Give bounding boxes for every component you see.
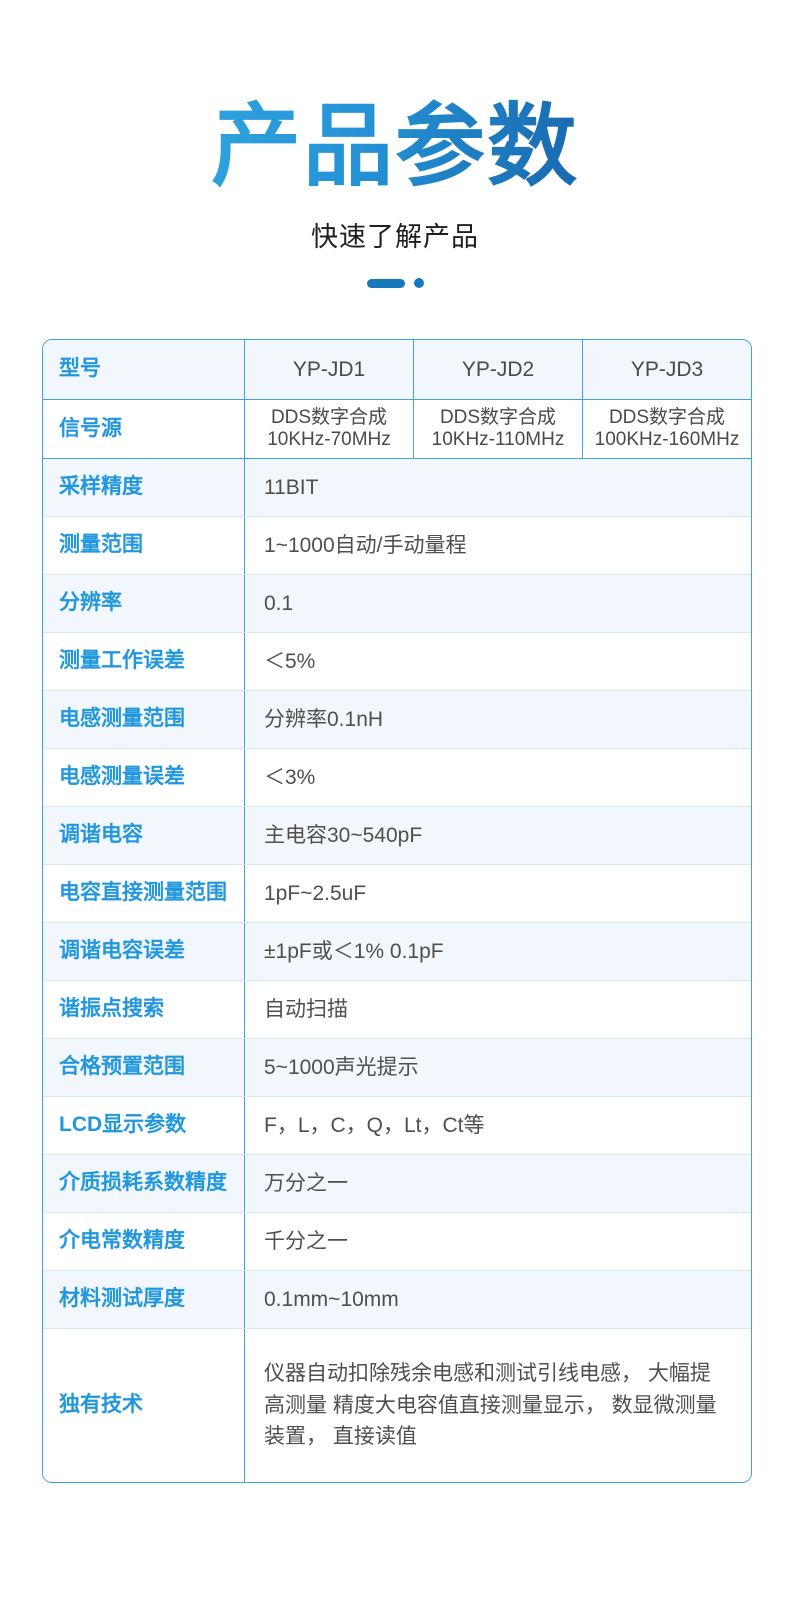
spec-value: 千分之一 (264, 1229, 348, 1253)
spec-label: 测量工作误差 (43, 633, 245, 690)
divider-dash-icon (366, 278, 405, 288)
spec-value: 仪器自动扣除残余电感和测试引线电感， 大幅提高测量 精度大电容值直接测量显示， … (264, 1362, 717, 1449)
table-row-inductance-error: 电感测量误差 ＜3% (43, 748, 751, 806)
spec-label: LCD显示参数 (43, 1097, 245, 1154)
model-name-1: YP-JD1 (245, 340, 414, 399)
signal-cell-1-line2: 10KHz-70MHz (267, 429, 391, 450)
table-row-dielectric-loss-precision: 介质损耗系数精度 万分之一 (43, 1154, 751, 1212)
signal-cell-2-line1: DDS数字合成 (439, 407, 557, 428)
spec-label: 分辨率 (43, 575, 245, 632)
spec-label: 独有技术 (43, 1329, 245, 1482)
model-name-2: YP-JD2 (414, 340, 583, 399)
spec-label: 电容直接测量范围 (43, 865, 245, 922)
spec-value: ＜3% (264, 765, 316, 789)
table-row-preset-range: 合格预置范围 5~1000声光提示 (43, 1038, 751, 1096)
spec-value: 11BIT (264, 475, 319, 499)
table-row-dielectric-constant-precision: 介电常数精度 千分之一 (43, 1212, 751, 1270)
spec-value: 万分之一 (264, 1171, 348, 1195)
table-row-inductance-range: 电感测量范围 分辨率0.1nH (43, 690, 751, 748)
spec-label: 采样精度 (43, 459, 245, 516)
spec-value: F，L，C，Q，Lt，Ct等 (264, 1113, 485, 1137)
spec-label-model: 型号 (43, 340, 245, 399)
spec-value: 0.1mm~10mm (264, 1287, 399, 1311)
signal-cell-3-line2: 100KHz-160MHz (594, 429, 740, 450)
spec-label: 调谐电容 (43, 807, 245, 864)
spec-value: 分辨率0.1nH (264, 707, 384, 731)
spec-value: 1~1000自动/手动量程 (264, 533, 467, 557)
table-row-material-thickness: 材料测试厚度 0.1mm~10mm (43, 1270, 751, 1328)
spec-label-signal: 信号源 (43, 400, 245, 458)
spec-value: 1pF~2.5uF (264, 881, 367, 905)
table-row-working-error: 测量工作误差 ＜5% (43, 632, 751, 690)
spec-value: 0.1 (264, 591, 294, 615)
table-row-lcd-parameters: LCD显示参数 F，L，C，Q，Lt，Ct等 (43, 1096, 751, 1154)
spec-table: 型号 YP-JD1 YP-JD2 YP-JD3 信号源 DDS数字合成 10KH… (42, 339, 752, 1483)
spec-label: 调谐电容误差 (43, 923, 245, 980)
spec-label: 介电常数精度 (43, 1213, 245, 1270)
signal-cell-2: DDS数字合成 10KHz-110MHz (414, 400, 583, 458)
spec-label: 谐振点搜索 (43, 981, 245, 1038)
spec-value: ＜5% (264, 649, 316, 673)
spec-value: 主电容30~540pF (264, 823, 423, 847)
signal-cell-2-line2: 10KHz-110MHz (431, 429, 565, 450)
signal-cell-3: DDS数字合成 100KHz-160MHz (583, 400, 751, 458)
spec-value: 自动扫描 (264, 997, 348, 1021)
table-row-unique-technology: 独有技术 仪器自动扣除残余电感和测试引线电感， 大幅提高测量 精度大电容值直接测… (43, 1328, 751, 1482)
spec-label: 测量范围 (43, 517, 245, 574)
table-row-tuning-capacitor-error: 调谐电容误差 ±1pF或＜1% 0.1pF (43, 922, 751, 980)
table-row-resonance-search: 谐振点搜索 自动扫描 (43, 980, 751, 1038)
spec-label: 合格预置范围 (43, 1039, 245, 1096)
spec-value: 5~1000声光提示 (264, 1055, 419, 1079)
table-row-resolution: 分辨率 0.1 (43, 574, 751, 632)
signal-cell-1: DDS数字合成 10KHz-70MHz (245, 400, 414, 458)
page-subtitle: 快速了解产品 (311, 222, 479, 252)
signal-cell-3-line1: DDS数字合成 (608, 407, 726, 428)
spec-label: 电感测量误差 (43, 749, 245, 806)
table-row-signal-source: 信号源 DDS数字合成 10KHz-70MHz DDS数字合成 10KHz-11… (43, 399, 751, 458)
divider-dot-icon (413, 278, 424, 288)
spec-value: ±1pF或＜1% 0.1pF (264, 939, 444, 963)
title-divider (0, 278, 790, 288)
signal-cell-1-line1: DDS数字合成 (270, 407, 388, 428)
hero-section: 产品参数 快速了解产品 (0, 0, 790, 288)
spec-label: 材料测试厚度 (43, 1271, 245, 1328)
table-row-model: 型号 YP-JD1 YP-JD2 YP-JD3 (43, 340, 751, 399)
table-row-sampling-precision: 采样精度 11BIT (43, 458, 751, 516)
spec-label: 介质损耗系数精度 (43, 1155, 245, 1212)
table-row-tuning-capacitor: 调谐电容 主电容30~540pF (43, 806, 751, 864)
model-name-3: YP-JD3 (630, 357, 704, 381)
spec-label: 电感测量范围 (43, 691, 245, 748)
table-row-measure-range: 测量范围 1~1000自动/手动量程 (43, 516, 751, 574)
table-row-capacitance-direct-range: 电容直接测量范围 1pF~2.5uF (43, 864, 751, 922)
page-title: 产品参数 (211, 93, 579, 199)
